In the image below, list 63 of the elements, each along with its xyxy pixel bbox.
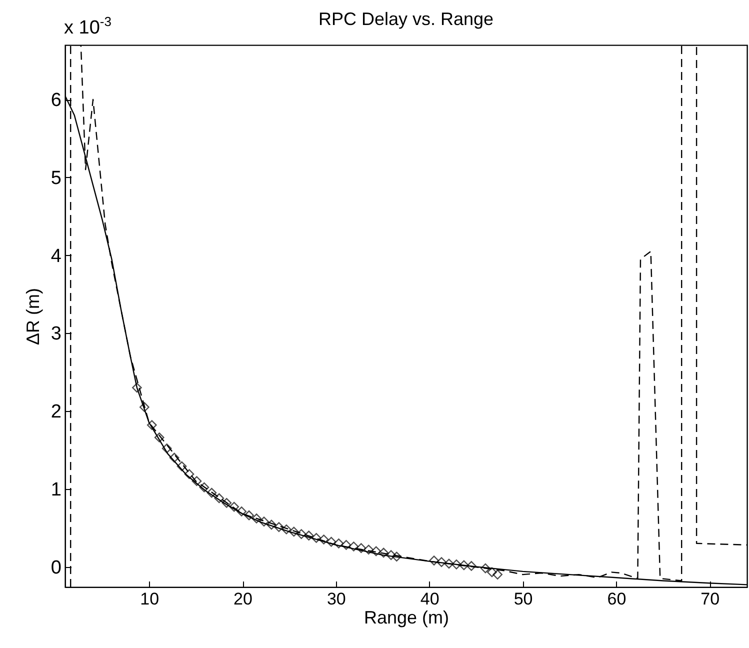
point <box>154 432 164 442</box>
point <box>386 550 396 560</box>
point <box>480 563 490 574</box>
y-tick-label: 5 <box>50 168 62 189</box>
x-axis-title: Range (m) <box>364 608 450 628</box>
point <box>458 560 469 570</box>
point <box>318 534 329 544</box>
point <box>452 559 462 570</box>
x-tick-label: 60 <box>607 590 626 608</box>
point <box>236 506 247 516</box>
point <box>274 522 284 532</box>
y-tick-label: 0 <box>50 557 62 578</box>
point <box>487 567 497 578</box>
x-tick-label: 20 <box>234 590 252 608</box>
x-tick-label: 40 <box>420 590 440 608</box>
point <box>288 526 299 537</box>
point <box>132 382 142 393</box>
point <box>199 482 210 492</box>
x-tick-label: 30 <box>326 590 346 608</box>
point <box>259 516 269 527</box>
y-tick-label: 2 <box>50 402 62 423</box>
point <box>222 498 232 508</box>
point <box>378 548 389 558</box>
chart-title: RPC Delay vs. Range <box>318 9 494 29</box>
x-tick-label: 70 <box>700 590 720 608</box>
point <box>296 529 306 539</box>
point <box>492 570 502 580</box>
y-tick-label: 3 <box>50 324 62 345</box>
point <box>169 452 180 463</box>
point <box>429 556 439 566</box>
point <box>229 502 240 512</box>
x-tick-label: 10 <box>140 590 160 608</box>
point <box>356 543 366 553</box>
point <box>244 510 254 520</box>
point <box>281 524 292 534</box>
y-tick-label: 6 <box>50 90 62 112</box>
point <box>176 461 187 472</box>
point <box>146 420 157 430</box>
point <box>139 402 150 412</box>
point <box>192 476 202 486</box>
point <box>184 469 194 480</box>
point <box>326 536 336 547</box>
y-tick-label: 1 <box>50 479 62 500</box>
text: x 10$^{-3}$ <box>64 14 112 40</box>
point <box>348 542 359 552</box>
point <box>466 561 476 571</box>
point <box>371 546 382 556</box>
point <box>214 493 224 504</box>
point <box>252 514 262 524</box>
point <box>364 544 374 555</box>
x-tick-label: 50 <box>514 590 533 608</box>
point <box>444 558 454 569</box>
point <box>206 488 217 498</box>
point <box>392 552 402 562</box>
point <box>162 443 172 454</box>
point <box>266 520 276 530</box>
y-tick-label: 4 <box>50 246 62 267</box>
point <box>311 533 322 543</box>
y-axis-title: ΔR (m) <box>22 288 43 346</box>
point <box>436 557 446 568</box>
point <box>334 538 344 548</box>
point <box>341 540 352 550</box>
point <box>304 530 314 541</box>
